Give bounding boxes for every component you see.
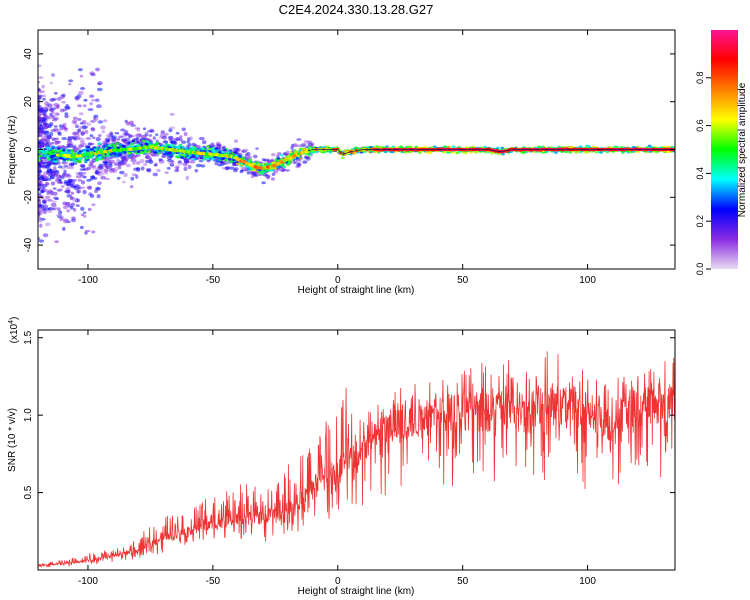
spectrogram-marks <box>38 64 675 244</box>
y-tick-label: 20 <box>23 96 34 108</box>
snr-multiplier-base: (x10 <box>9 323 20 343</box>
snr-panel: -100 -50 0 50 100 0.5 1.0 1.5 Height of straigh… <box>7 317 676 597</box>
colorbar-tick-label: 0.4 <box>695 167 705 180</box>
x-tick-label: 0 <box>335 275 341 286</box>
spectrogram-xlabel: Height of straight line (km) <box>298 285 415 296</box>
y-tick-label: 0.5 <box>23 485 34 499</box>
colorbar-tick-label: 0.2 <box>695 215 705 228</box>
y-tick-label: 1.5 <box>23 330 34 344</box>
y-tick-label: -20 <box>23 190 34 205</box>
x-tick-label: -100 <box>78 576 98 587</box>
top-axis-ticks: -100 -50 0 50 100 -40 -20 0 20 40 <box>23 30 675 286</box>
colorbar-label: Normalized spectral amplitude <box>737 82 748 217</box>
y-tick-label: 0 <box>23 146 34 152</box>
colorbar-tick-label: 0.0 <box>695 263 705 276</box>
x-tick-label: -100 <box>78 275 98 286</box>
x-tick-label: 50 <box>457 275 469 286</box>
spectrogram-ylabel: Frequency (Hz) <box>7 116 18 185</box>
snr-ylabel: SNR (10 * v/v) <box>7 408 18 472</box>
x-tick-label: -50 <box>206 275 221 286</box>
x-tick-label: 100 <box>579 275 596 286</box>
snr-multiplier-close: ) <box>9 317 20 320</box>
y-tick-label: 40 <box>23 48 34 60</box>
x-tick-label: 100 <box>579 576 596 587</box>
bottom-axis-ticks: -100 -50 0 50 100 0.5 1.0 1.5 <box>23 330 675 587</box>
y-tick-label: -40 <box>23 237 34 252</box>
snr-multiplier: (x104) <box>8 317 20 344</box>
spectrogram-frame <box>37 29 676 270</box>
x-tick-label: 50 <box>457 576 469 587</box>
snr-series-line <box>38 351 675 568</box>
spectrogram-panel: -100 -50 0 50 100 -40 -20 0 20 40 Height of strai… <box>7 29 676 296</box>
colorbar-gradient <box>711 30 738 269</box>
figure-title: C2E4.2024.330.13.28.G27 <box>279 2 434 17</box>
snr-frame <box>37 329 676 571</box>
colorbar: 0.0 0.2 0.4 0.6 0.8 Normalized spectral ampl… <box>695 30 748 275</box>
colorbar-ticks: 0.0 0.2 0.4 0.6 0.8 <box>695 72 711 276</box>
snr-multiplier-exp: 4 <box>8 320 15 324</box>
colorbar-tick-label: 0.6 <box>695 119 705 132</box>
snr-xlabel: Height of straight line (km) <box>298 586 415 597</box>
x-tick-label: -50 <box>206 576 221 587</box>
colorbar-tick-label: 0.8 <box>695 72 705 85</box>
y-tick-label: 1.0 <box>23 408 34 422</box>
x-tick-label: 0 <box>335 576 341 587</box>
